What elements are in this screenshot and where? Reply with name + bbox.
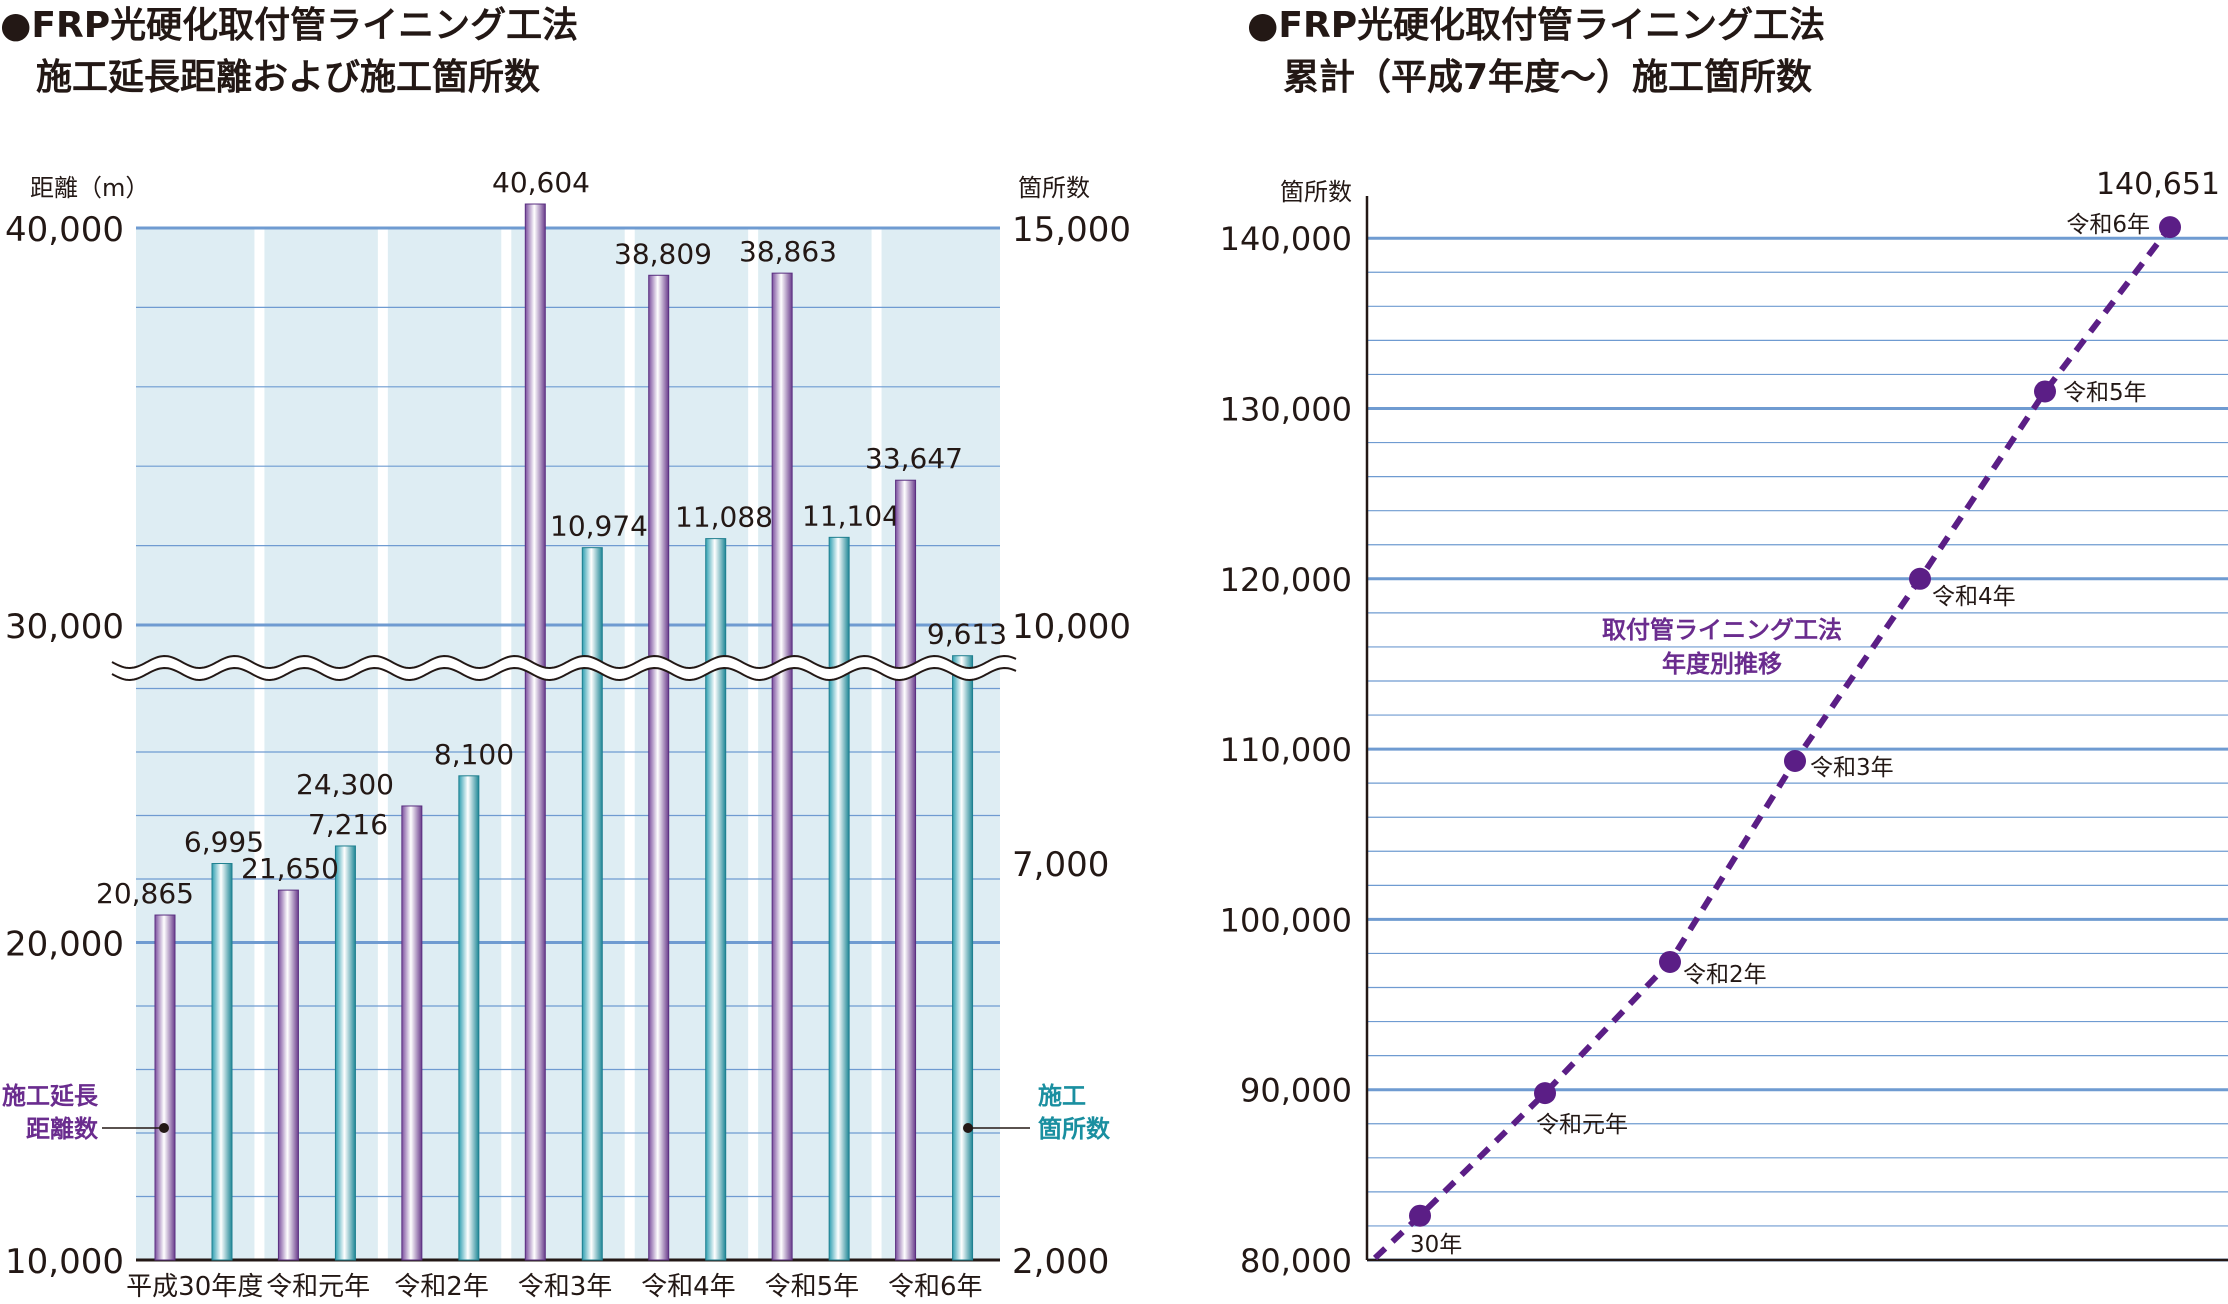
data-point [2159, 216, 2181, 239]
bar-distance [154, 914, 176, 1261]
point-label: 令和5年 [2063, 380, 2147, 406]
y-tick-label: 80,000 [1240, 1242, 1352, 1280]
data-point [1784, 750, 1806, 773]
axis-break-band [112, 656, 1016, 680]
legend-dot-left [159, 1123, 169, 1133]
data-point [1409, 1204, 1431, 1227]
x-tick-label: 令和3年 [518, 1272, 613, 1302]
y-tick-label-right: 15,000 [1012, 210, 1131, 250]
y-tick-label-right: 7,000 [1012, 845, 1109, 885]
legend-dot-right [963, 1123, 973, 1133]
y-tick-label: 110,000 [1220, 731, 1352, 769]
data-point [1534, 1082, 1556, 1105]
bar-distance [771, 272, 793, 1261]
bar-distance [277, 889, 299, 1261]
series-label-line1: 取付管ライニング工法 [1602, 616, 1842, 644]
y-tick-label: 130,000 [1220, 391, 1352, 429]
y-tick-label: 140,000 [1220, 220, 1352, 258]
x-tick-label: 令和2年 [394, 1272, 489, 1302]
x-tick-label: 令和元年 [266, 1272, 370, 1302]
legend-count-line2: 箇所数 [1038, 1115, 1111, 1143]
bar-count [334, 845, 356, 1261]
group-separator [748, 228, 759, 1260]
point-label: 令和元年 [1536, 1112, 1628, 1138]
point-label: 令和4年 [1932, 584, 2016, 610]
y-axis-title-right: 箇所数 [1018, 174, 1090, 202]
y-tick-label-left: 30,000 [5, 607, 124, 647]
x-tick-label: 令和4年 [641, 1272, 736, 1302]
chart-title-left: ●FRP光硬化取付管ライニング工法 施工延長距離および施工箇所数 [0, 5, 579, 98]
data-label-distance: 21,650 [241, 852, 339, 885]
data-label-distance: 38,863 [739, 235, 837, 268]
data-label-count: 9,613 [927, 618, 1007, 651]
point-label: 令和6年 [2066, 212, 2150, 238]
y-tick-label-left: 20,000 [5, 925, 124, 965]
data-label-distance: 40,604 [492, 166, 590, 199]
legend-distance-line1: 施工延長 [2, 1082, 99, 1110]
bar-count [828, 536, 850, 1261]
data-label-count: 11,104 [802, 499, 900, 532]
data-point [2034, 380, 2056, 403]
group-separator [624, 228, 635, 1260]
chart-title-right: ●FRP光硬化取付管ライニング工法 累計（平成7年度〜）施工箇所数 [1247, 5, 1826, 98]
x-tick-label: 平成30年度 [126, 1272, 263, 1302]
bar-distance [895, 479, 917, 1261]
axis-break-line [111, 654, 1017, 670]
axis-break-line [111, 666, 1017, 682]
plot-background-left [136, 228, 1000, 1260]
data-label-distance: 33,647 [865, 442, 963, 475]
point-label: 令和3年 [1810, 755, 1894, 781]
total-value-label: 140,651 [2096, 167, 2220, 202]
data-point [1659, 950, 1681, 973]
bar-count [705, 538, 727, 1261]
data-label-distance: 38,809 [614, 237, 712, 270]
y-tick-label: 90,000 [1240, 1072, 1352, 1110]
series-line [1372, 225, 2173, 1261]
y-tick-label: 100,000 [1220, 901, 1352, 939]
group-separator [254, 228, 265, 1260]
data-label-distance: 20,865 [96, 877, 194, 910]
group-separator [501, 228, 512, 1260]
bar-count [952, 655, 974, 1261]
point-label: 30年 [1410, 1232, 1462, 1258]
y-tick-label: 120,000 [1220, 561, 1352, 599]
x-tick-label: 令和5年 [765, 1272, 860, 1302]
legend-count-line1: 施工 [1038, 1082, 1086, 1110]
y-axis-title: 箇所数 [1280, 178, 1352, 206]
data-label-count: 8,100 [434, 738, 514, 771]
data-label-distance: 24,300 [296, 768, 394, 801]
bar-distance [401, 805, 423, 1261]
legend-distance-line2: 距離数 [26, 1115, 99, 1143]
bar-distance [648, 274, 670, 1261]
data-label-count: 10,974 [550, 510, 648, 543]
point-label: 令和2年 [1683, 962, 1767, 988]
y-axis-title-left: 距離（m） [30, 174, 149, 202]
series-label-line2: 年度別推移 [1662, 650, 1782, 678]
group-separator [377, 228, 388, 1260]
x-tick-label: 令和6年 [888, 1272, 983, 1302]
bar-count [211, 863, 233, 1261]
data-label-count: 6,995 [184, 826, 264, 859]
y-tick-label-right: 10,000 [1012, 607, 1131, 647]
y-tick-label-left: 10,000 [5, 1242, 124, 1282]
y-tick-label-right: 2,000 [1012, 1242, 1109, 1282]
data-label-count: 7,216 [308, 808, 388, 841]
bar-count [458, 775, 480, 1261]
bar-distance [524, 203, 546, 1261]
y-tick-label-left: 40,000 [5, 210, 124, 250]
data-label-count: 11,088 [675, 501, 773, 534]
group-separator [871, 228, 882, 1260]
bar-count [581, 547, 603, 1261]
data-point [1909, 567, 1931, 590]
